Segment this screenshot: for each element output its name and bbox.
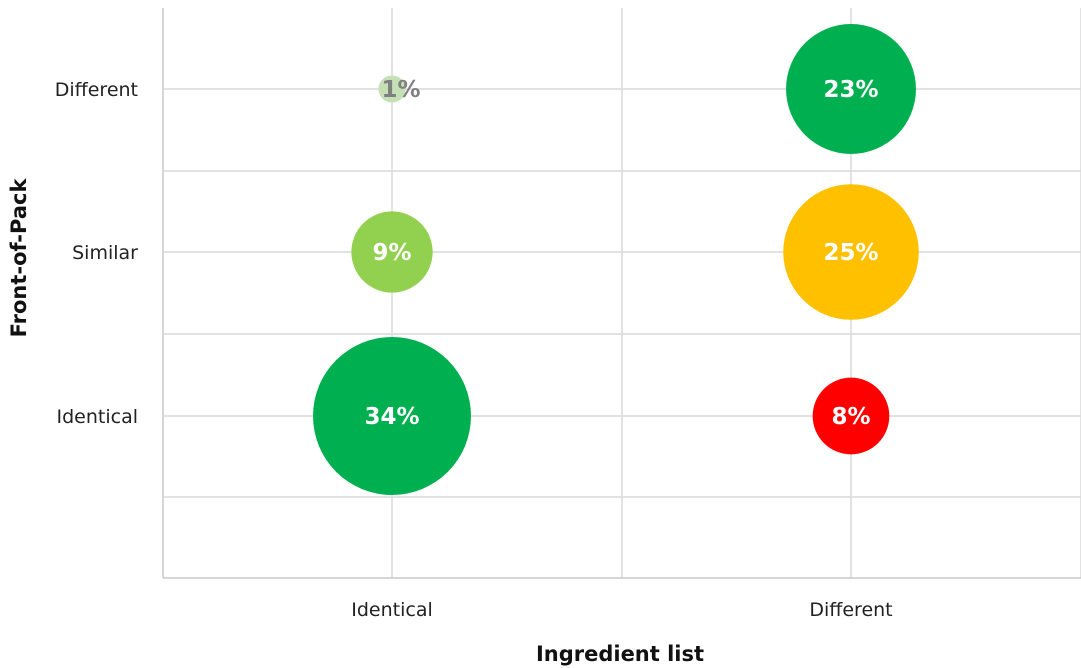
grid: [162, 8, 1081, 579]
x-axis-ticks: Identical Different: [351, 599, 892, 621]
bubble-different-identical-label: 8%: [831, 404, 870, 430]
bubble-identical-similar: [351, 211, 433, 293]
x-tick-label-different: Different: [809, 599, 892, 621]
bubble-identical-different: [378, 75, 406, 103]
y-tick-label-similar: Similar: [72, 242, 138, 264]
bubbles: 1% 23% 9% 25% 34% 8%: [313, 24, 919, 495]
y-axis-title: Front-of-Pack: [7, 178, 31, 338]
y-tick-label-different: Different: [55, 79, 138, 101]
bubble-different-different: [786, 24, 916, 154]
bubble-identical-identical-label: 34%: [364, 404, 419, 430]
y-axis-ticks: Identical Similar Different: [55, 79, 138, 428]
x-axis-title: Ingredient list: [536, 642, 704, 666]
bubble-different-identical: [812, 377, 890, 455]
bubble-identical-similar-label: 9%: [372, 240, 411, 266]
bubble-different-similar: [783, 184, 919, 320]
bubble-different-similar-label: 25%: [823, 240, 878, 266]
bubble-different-different-label: 23%: [823, 77, 878, 103]
bubble-identical-identical: [313, 337, 471, 495]
y-tick-label-identical: Identical: [57, 406, 139, 428]
x-tick-label-identical: Identical: [351, 599, 433, 621]
bubble-identical-different-label: 1%: [381, 77, 420, 103]
